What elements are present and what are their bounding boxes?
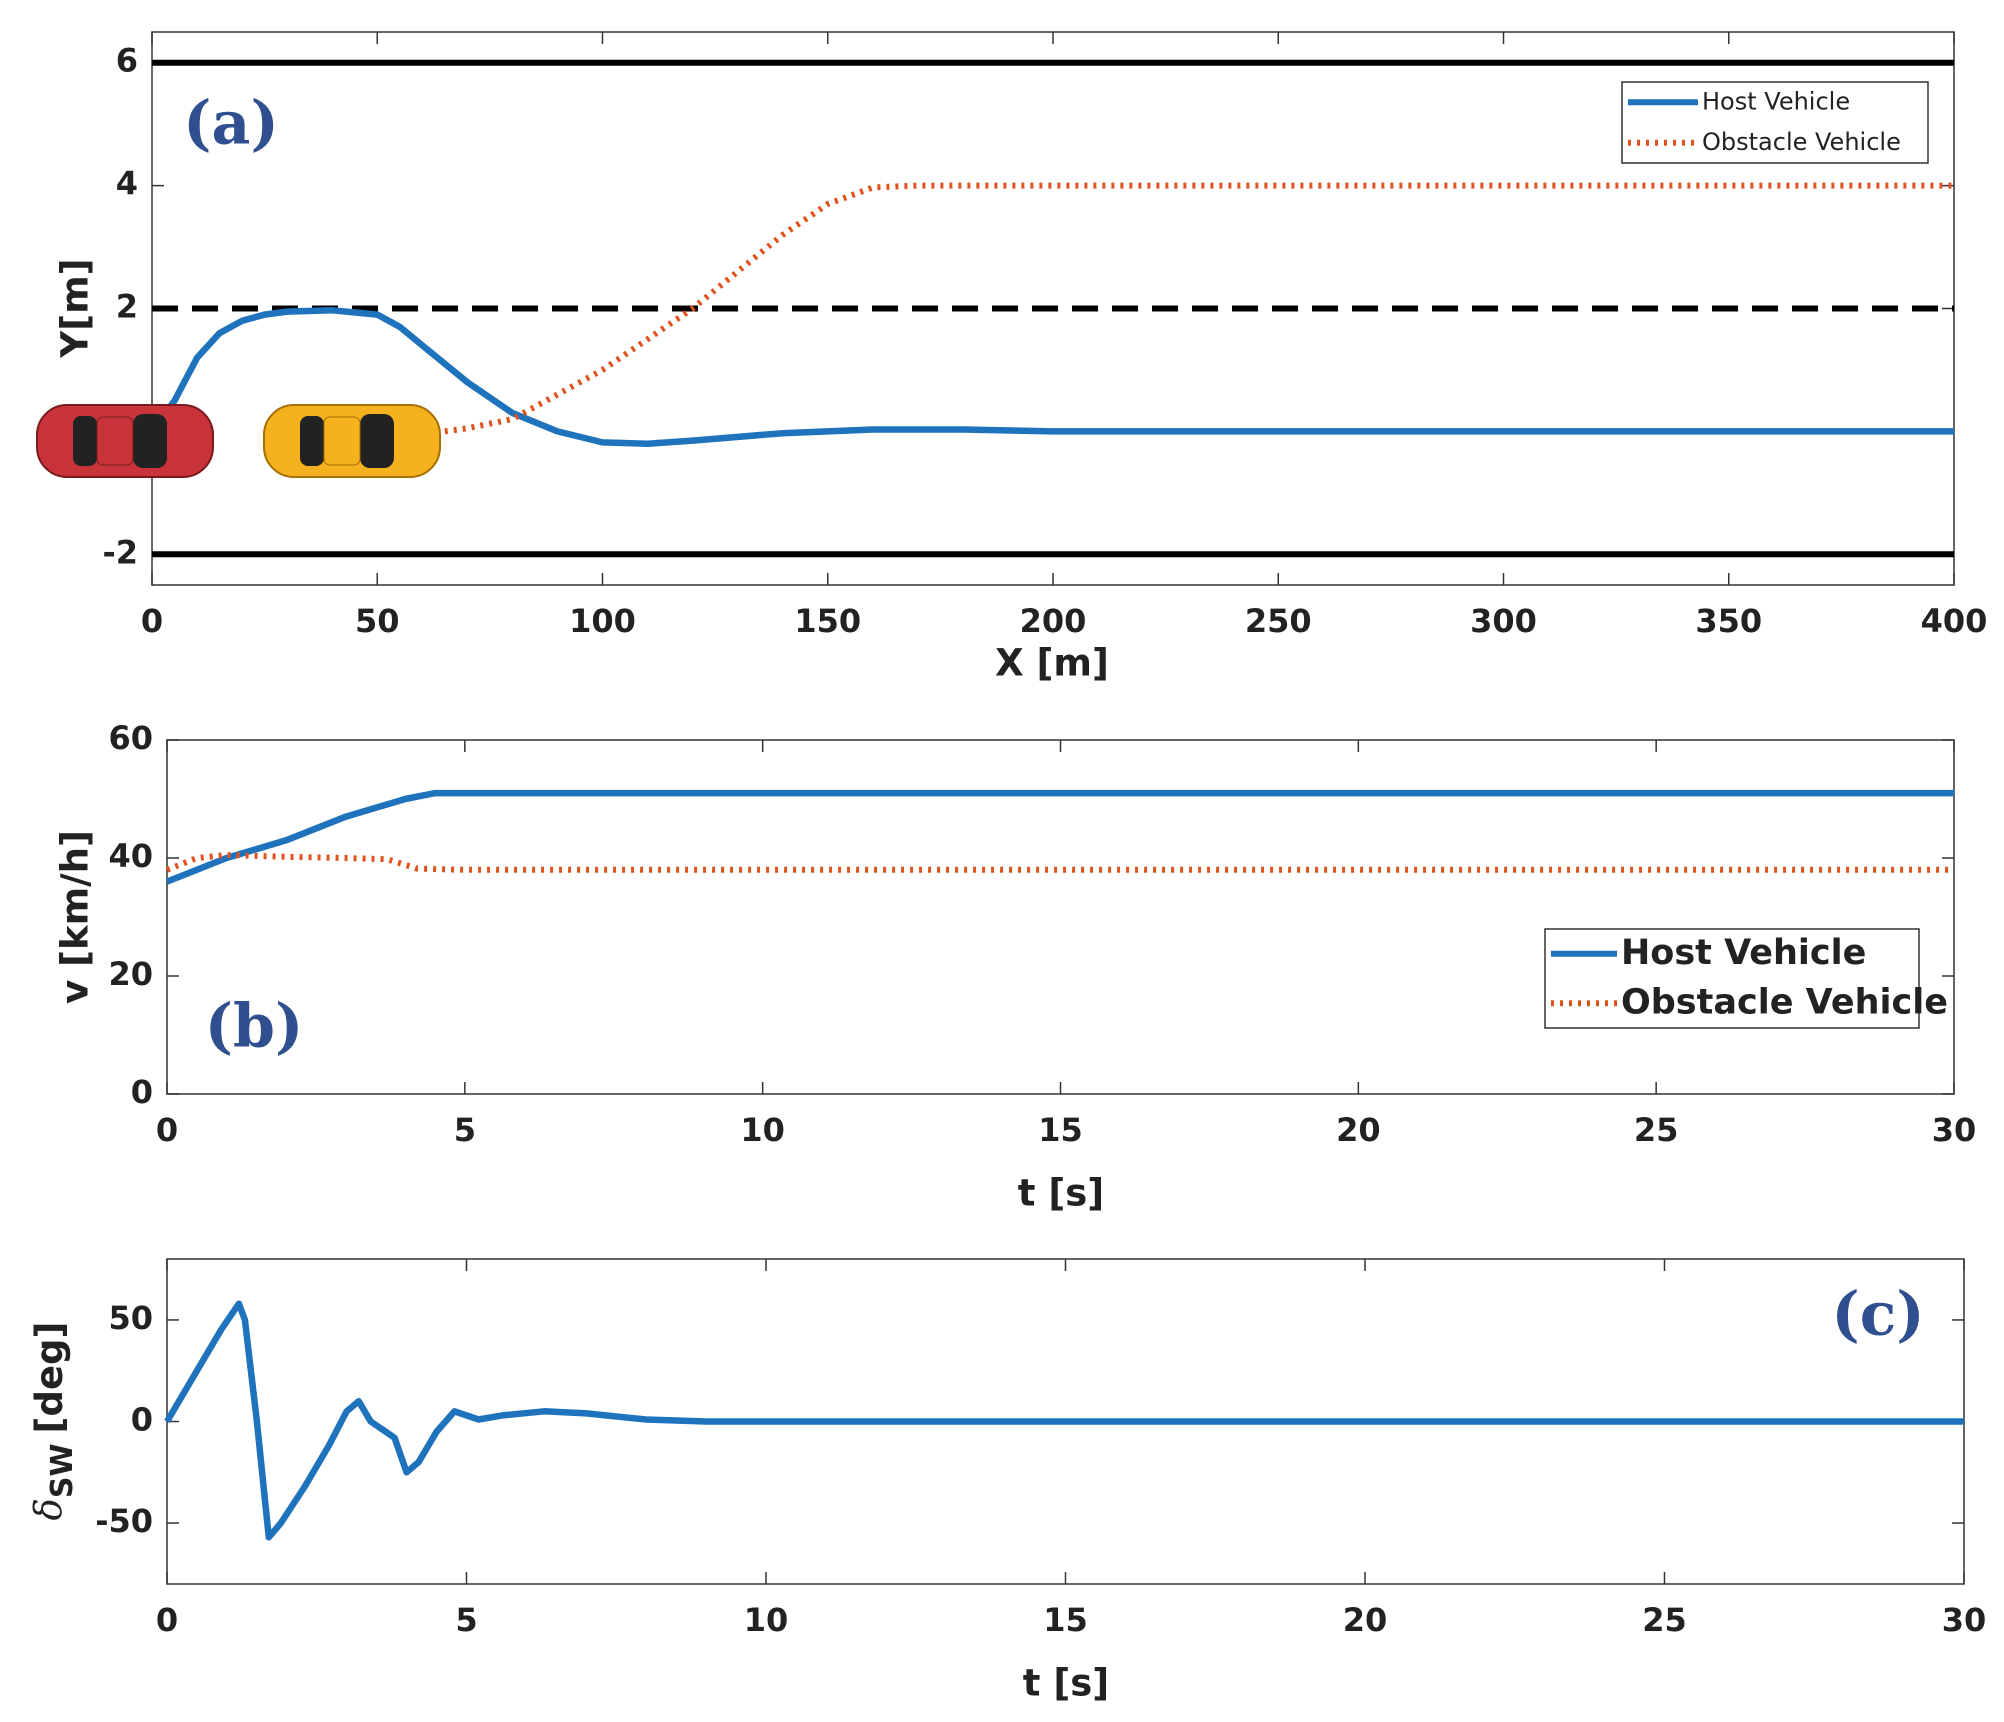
legend-label: Host Vehicle [1621, 933, 1866, 973]
car-windshield [133, 414, 167, 468]
car-rear-window [73, 416, 97, 466]
y-tick-label: 4 [116, 165, 138, 203]
car-rear-window [300, 416, 324, 466]
y-tick-label: 20 [108, 955, 153, 993]
y-tick-label: 2 [116, 288, 138, 326]
vehicle-icons [36, 404, 441, 478]
series-line [164, 1300, 1964, 1541]
x-tick-label: 250 [1245, 602, 1312, 640]
y-tick-label: -50 [95, 1502, 153, 1540]
panel-label: (b) [205, 992, 304, 1062]
legend-box [1621, 81, 1929, 164]
car-icon [36, 404, 214, 478]
car-windshield [360, 414, 394, 468]
car-roof [323, 416, 361, 466]
y-tick-label: 0 [131, 1073, 153, 1111]
x-tick-label: 300 [1470, 602, 1537, 640]
panel-label: (c) [1831, 1280, 1924, 1350]
legend-label: Obstacle Vehicle [1702, 128, 1901, 156]
car-icon [263, 404, 441, 478]
x-tick-label: 25 [1634, 1111, 1679, 1149]
y-tick-label: 6 [116, 42, 138, 80]
x-axis-title: t [s] [1018, 1172, 1104, 1215]
y-axis-title: δSW [deg] [27, 1322, 80, 1521]
x-tick-label: 50 [355, 602, 400, 640]
y-tick-label: 0 [131, 1401, 153, 1439]
x-tick-label: 200 [1020, 602, 1087, 640]
y-axis-title: Y[m] [54, 258, 97, 358]
x-axis-title: X [m] [995, 642, 1109, 685]
x-tick-label: 5 [455, 1601, 477, 1639]
x-axis-title: t [s] [1023, 1662, 1109, 1705]
x-tick-label: 100 [569, 602, 636, 640]
x-tick-label: 10 [740, 1111, 785, 1149]
y-tick-label: 40 [108, 837, 153, 875]
x-tick-label: 20 [1343, 1601, 1388, 1639]
y-axis-subscript: SW [45, 1443, 80, 1498]
y-axis-symbol: δ [27, 1498, 70, 1520]
x-tick-label: 30 [1932, 1111, 1977, 1149]
y-tick-label: -2 [102, 533, 138, 571]
panel-label: (a) [183, 89, 279, 159]
x-tick-label: 5 [454, 1111, 476, 1149]
legend-label: Host Vehicle [1702, 87, 1850, 115]
y-tick-label: 50 [108, 1299, 153, 1337]
y-tick-label: 60 [108, 719, 153, 757]
x-tick-label: 15 [1038, 1111, 1083, 1149]
x-tick-label: 25 [1642, 1601, 1687, 1639]
legend-box [1544, 928, 1920, 1029]
x-tick-label: 400 [1921, 602, 1988, 640]
series-line [165, 789, 1954, 885]
x-tick-label: 15 [1043, 1601, 1088, 1639]
x-tick-label: 350 [1695, 602, 1762, 640]
series-line [149, 307, 1954, 447]
x-tick-label: 10 [744, 1601, 789, 1639]
x-tick-label: 20 [1336, 1111, 1381, 1149]
x-tick-label: 0 [141, 602, 163, 640]
x-tick-label: 0 [156, 1601, 178, 1639]
y-axis-unit: [deg] [28, 1322, 71, 1434]
y-axis-title: v [km/h] [54, 830, 97, 1004]
car-roof [96, 416, 134, 466]
x-tick-label: 30 [1942, 1601, 1987, 1639]
legend-label: Obstacle Vehicle [1621, 982, 1948, 1022]
x-tick-label: 0 [156, 1111, 178, 1149]
x-tick-label: 150 [794, 602, 861, 640]
